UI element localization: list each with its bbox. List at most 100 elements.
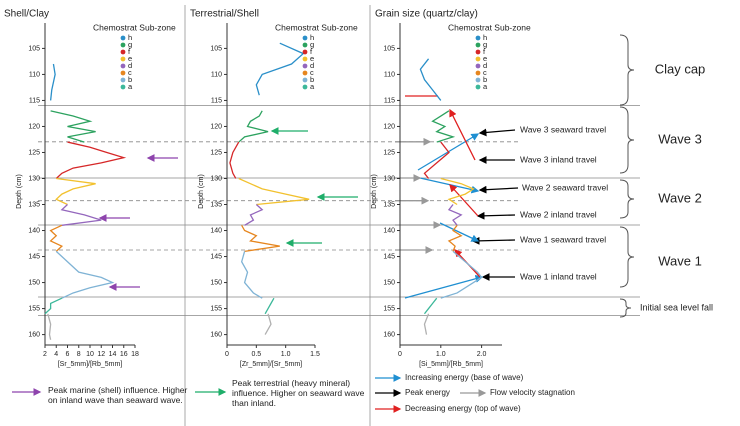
legend-label: f [128, 47, 131, 56]
legend-label: e [310, 54, 314, 63]
legend-label: c [483, 68, 487, 77]
legend-marker [302, 56, 308, 62]
series-line [44, 297, 63, 315]
x-tick-label: 0 [398, 351, 402, 358]
series-line [264, 297, 275, 315]
y-tick-label: 160 [383, 331, 395, 338]
series-line [440, 250, 483, 299]
x-axis-label: [Si_5mm]/[Rb_5mm] [419, 361, 483, 368]
legend-marker [475, 70, 481, 76]
y-tick-label: 115 [384, 97, 395, 104]
y-tick-label: 135 [210, 201, 222, 208]
legend-marker [302, 35, 308, 41]
y-tick-label: 125 [383, 149, 395, 156]
series-line [423, 297, 438, 315]
x-tick-label: 4 [54, 351, 58, 358]
x-axis-label: [Sr_5mm]/[Rb_5mm] [58, 361, 123, 368]
legend-marker [120, 63, 126, 69]
zone-label: Initial sea level fall [640, 302, 713, 312]
legend-title: Chemostrat Sub-zone [275, 22, 358, 32]
legend-marker [120, 35, 126, 41]
legend-label: h [128, 33, 132, 42]
x-tick-label: 2.0 [477, 351, 487, 358]
arrow-legend-label: Peak energy [405, 388, 450, 397]
y-tick-label: 110 [211, 71, 222, 78]
dashed-lines [38, 141, 520, 251]
series-line [431, 110, 456, 143]
legend-title: Chemostrat Sub-zone [448, 22, 531, 32]
legend-label: f [483, 47, 486, 56]
arrow-legend-label: Increasing energy (base of wave) [405, 373, 524, 382]
series-line [238, 110, 269, 143]
legend-label: h [310, 33, 314, 42]
legend-marker [120, 56, 126, 62]
y-tick-label: 110 [29, 71, 40, 78]
legend-marker [302, 63, 308, 69]
y-tick-label: 145 [28, 253, 40, 260]
legend-marker [120, 42, 126, 48]
y-tick-label: 140 [28, 227, 40, 234]
legend-marker [302, 70, 308, 76]
zone-label: Wave 1 [658, 253, 702, 268]
legend-title: Chemostrat Sub-zone [93, 22, 176, 32]
y-tick-label: 120 [383, 123, 395, 130]
y-tick-label: 115 [29, 97, 40, 104]
y-tick-label: 155 [383, 305, 395, 312]
y-tick-label: 150 [28, 279, 40, 286]
zone-label: Wave 3 [658, 131, 702, 146]
legend-marker [475, 35, 481, 41]
note: Peak terrestrial (heavy mineral) influen… [232, 378, 365, 408]
legend-marker [475, 56, 481, 62]
y-tick-label: 140 [210, 227, 222, 234]
legend-marker [475, 77, 481, 83]
series-line [241, 225, 280, 252]
series-line [229, 141, 240, 179]
travel-label: Wave 2 inland travel [520, 209, 597, 219]
y-tick-label: 105 [383, 45, 395, 52]
y-tick-label: 150 [210, 279, 222, 286]
note: Peak marine (shell) influence. Higher on… [48, 385, 188, 405]
y-tick-label: 105 [28, 45, 40, 52]
layout [12, 5, 640, 426]
y-axis-label: Depth (cm) [371, 174, 378, 209]
series-line [423, 313, 430, 335]
legend-marker [302, 84, 308, 90]
y-tick-label: 105 [210, 45, 222, 52]
legend-label: h [483, 33, 487, 42]
y-axis-label: Depth (cm) [198, 174, 205, 209]
series-line [423, 141, 450, 179]
x-tick-label: 14 [109, 351, 117, 358]
annotation-arrows [12, 95, 519, 413]
series-line [419, 58, 442, 101]
legend-label: e [483, 54, 487, 63]
series-line [264, 313, 272, 335]
series-line [47, 313, 52, 340]
zone-label: Wave 2 [658, 190, 702, 205]
travel-label: Wave 1 seaward travel [520, 234, 606, 244]
series-line [238, 177, 310, 206]
travel-label: Wave 2 seaward travel [522, 182, 608, 192]
zone-lines [38, 105, 640, 317]
panel-title: Shell/Clay [4, 9, 49, 20]
x-tick-label: 1.5 [310, 351, 320, 358]
legend-label: g [310, 40, 314, 49]
y-tick-label: 160 [28, 331, 40, 338]
travel-label: Wave 1 inland travel [520, 271, 597, 281]
y-tick-label: 125 [28, 149, 40, 156]
legend-marker [120, 77, 126, 83]
legend-label: a [128, 82, 133, 91]
series-line [55, 141, 127, 179]
y-tick-label: 140 [383, 227, 395, 234]
x-tick-label: 1.0 [281, 351, 291, 358]
legend-marker [302, 77, 308, 83]
legend-label: f [310, 47, 313, 56]
x-tick-label: 2 [43, 351, 47, 358]
series-line [447, 224, 463, 252]
y-tick-label: 130 [210, 175, 222, 182]
braces [619, 34, 635, 318]
legend-label: g [483, 40, 487, 49]
legend-label: a [483, 82, 488, 91]
series-line [49, 63, 56, 101]
legend-label: c [128, 68, 132, 77]
